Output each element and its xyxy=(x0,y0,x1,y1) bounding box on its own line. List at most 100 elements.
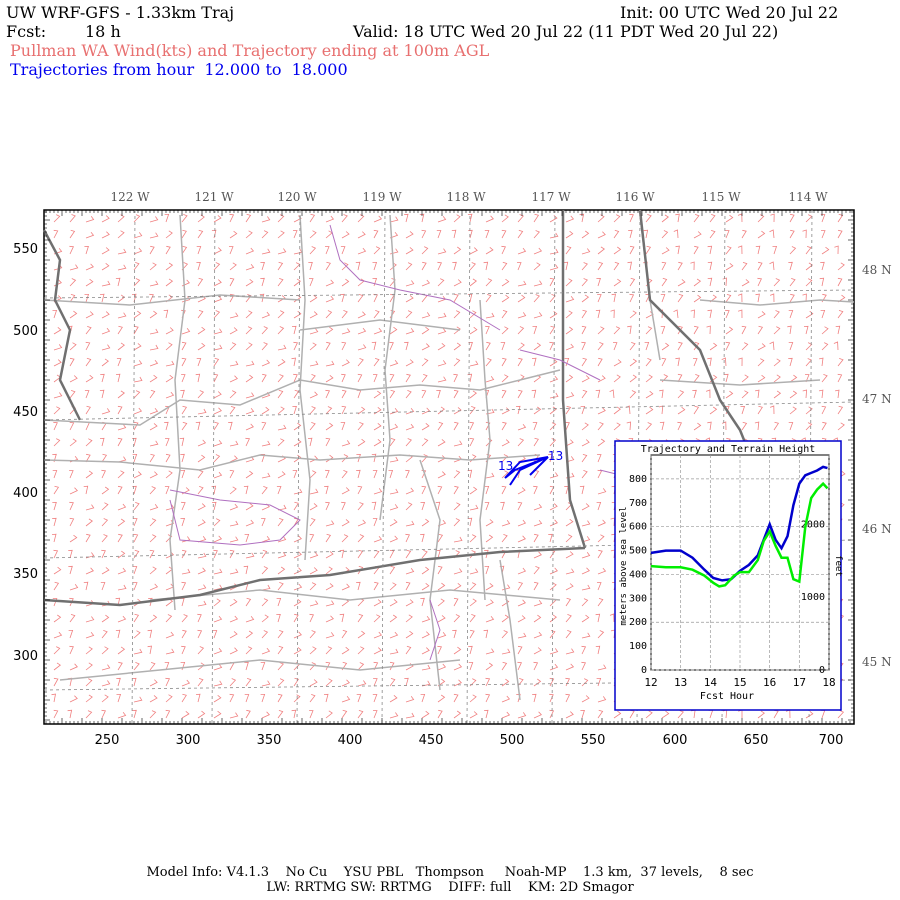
wind-barb xyxy=(421,374,428,383)
wind-barb xyxy=(101,327,111,335)
wind-barb xyxy=(261,311,271,319)
wind-barb xyxy=(769,405,775,415)
wind-barb xyxy=(485,325,490,335)
wind-barb xyxy=(595,309,601,319)
wind-barb xyxy=(261,326,269,335)
wind-barb xyxy=(309,230,317,239)
wind-barb xyxy=(52,310,58,319)
wind-barb xyxy=(277,471,286,479)
wind-barb xyxy=(181,341,187,351)
wind-barb xyxy=(485,662,494,671)
wind-barb xyxy=(196,246,202,255)
wind-barb xyxy=(53,359,62,367)
wind-barb xyxy=(85,567,94,575)
wind-barb xyxy=(484,709,489,719)
valid-time: Valid: 18 UTC Wed 20 Jul 22 (11 PDT Wed … xyxy=(353,22,779,41)
wind-barb xyxy=(453,536,463,543)
wind-barb xyxy=(373,215,383,223)
wind-barb xyxy=(820,310,826,319)
wind-barb xyxy=(645,390,654,399)
wind-barb xyxy=(197,486,204,495)
wind-barb xyxy=(737,293,743,303)
longitude-line xyxy=(296,209,301,725)
wind-barb xyxy=(357,406,366,415)
wind-barb xyxy=(101,231,110,239)
wind-barb xyxy=(149,710,157,719)
wind-barb xyxy=(309,360,319,367)
wind-barb xyxy=(211,501,217,511)
wind-barb xyxy=(675,213,680,223)
wind-barb xyxy=(517,535,526,543)
wind-barb xyxy=(549,472,559,479)
wind-barb xyxy=(501,357,507,367)
wind-barb xyxy=(469,486,478,495)
wind-barb xyxy=(245,678,252,687)
wind-barb xyxy=(229,568,239,575)
wind-barb xyxy=(581,695,590,703)
wind-barb xyxy=(453,646,462,655)
wind-barb xyxy=(483,629,489,639)
wind-barb xyxy=(405,408,415,415)
wind-barb xyxy=(595,645,601,655)
wind-barb xyxy=(770,213,775,223)
wind-barb xyxy=(405,247,414,255)
wind-barb xyxy=(405,614,413,623)
wind-barb xyxy=(517,389,523,399)
wind-barb xyxy=(245,709,251,719)
wind-barb xyxy=(181,679,191,687)
wind-barb xyxy=(597,438,606,447)
lon-label: 119 W xyxy=(362,190,402,204)
wind-barb xyxy=(53,631,63,639)
wind-barb xyxy=(197,552,207,559)
wind-barb xyxy=(213,357,220,367)
geographic-lines xyxy=(42,209,855,725)
wind-barb xyxy=(389,389,396,399)
wind-barb xyxy=(149,440,159,447)
wind-barb xyxy=(693,405,700,415)
wind-barb xyxy=(709,342,718,351)
wind-barb xyxy=(213,471,223,479)
wind-barb xyxy=(789,229,795,239)
wind-barb xyxy=(709,406,718,415)
wind-barb xyxy=(325,295,335,303)
wind-barb xyxy=(293,598,302,607)
wind-barb xyxy=(293,310,302,319)
wind-barb xyxy=(373,488,383,495)
wind-barb xyxy=(501,245,506,255)
wind-barb xyxy=(355,261,361,271)
wind-barb xyxy=(501,695,511,703)
wind-barb xyxy=(517,599,526,607)
wind-barb xyxy=(117,711,127,719)
wind-barb xyxy=(405,630,414,639)
wind-barb xyxy=(133,407,143,415)
wind-barb xyxy=(485,648,495,655)
wind-barb xyxy=(469,421,475,431)
wind-barb xyxy=(325,374,334,383)
wind-barb xyxy=(117,325,123,335)
wind-barb xyxy=(164,486,170,495)
wind-barb xyxy=(340,293,345,303)
wind-barb xyxy=(706,325,711,335)
wind-barb xyxy=(261,373,267,383)
wind-barb xyxy=(115,629,121,639)
wind-barb xyxy=(133,278,141,287)
wind-barb xyxy=(181,581,187,591)
wind-barb xyxy=(133,696,143,703)
wind-barb xyxy=(85,518,93,527)
wind-barb xyxy=(149,310,158,319)
wind-barb xyxy=(85,678,93,687)
wind-barb xyxy=(293,551,302,559)
wind-barb xyxy=(788,357,793,367)
wind-barb xyxy=(565,456,575,463)
wind-barb xyxy=(261,248,271,255)
wind-barb xyxy=(245,213,252,223)
terrain-height-line xyxy=(650,481,829,588)
wind-barb xyxy=(165,245,171,255)
x-tick-label: 350 xyxy=(257,733,282,748)
wind-barb xyxy=(261,230,269,239)
wind-barb xyxy=(373,229,379,239)
wind-barb xyxy=(437,360,447,367)
x-tick-label: 400 xyxy=(338,733,363,748)
wind-barb xyxy=(83,581,89,591)
wind-barb xyxy=(405,438,412,447)
